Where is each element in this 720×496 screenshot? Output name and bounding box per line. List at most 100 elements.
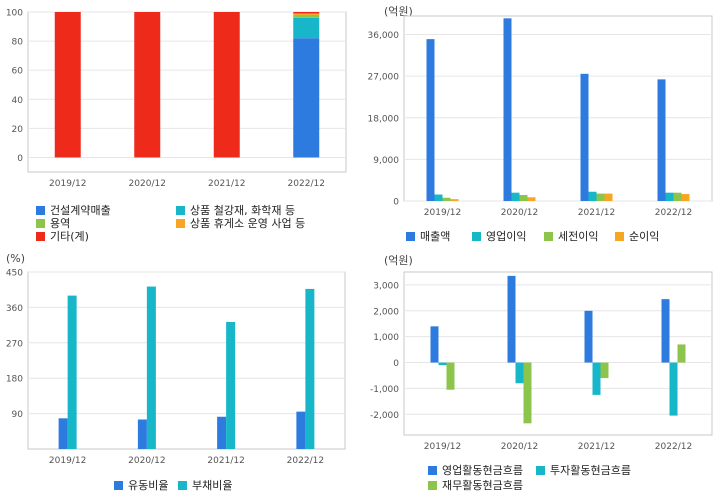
legend-label: 부채비율 [192,479,233,492]
legend-item[interactable]: 건설계약매출 [36,202,111,218]
x-tick-label: 2020/12 [501,442,538,452]
x-tick-label: 2021/12 [208,179,245,189]
legend-label: 상품 휴게소 운영 사업 등 [190,217,306,230]
bar [67,295,77,449]
bar [434,194,443,201]
bar [226,321,236,449]
bar [293,12,320,14]
y-tick-label: 360 [6,304,23,314]
bar [600,362,609,379]
y-tick-label: 27,000 [368,73,400,83]
bar [519,194,528,201]
legend-item[interactable]: 기타(계) [36,228,89,244]
y-tick-label: 450 [6,269,23,279]
plot-frame [403,271,713,436]
sales-mix-chart: 0 20 40 60 80 100 2019/12 2020/12 2021/12 2022/12 [6,9,347,189]
bar [134,12,161,158]
cashflow-legend: 영업활동현금흐름 투자활동현금흐름 재무활동현금흐름 [360,460,720,494]
x-tick-label: 2022/12 [287,456,324,466]
bar [217,416,227,449]
bar [293,38,320,158]
legend-item[interactable]: 투자활동현금흐름 [536,462,631,478]
bar [137,419,147,449]
ratios-chart: 90 180 270 360 450 2019/12 2020/12 2021/12 2022/… [6,269,346,466]
ratios-unit-label: (%) [6,252,26,265]
cashflow-chart: -2,000 -1,000 0 1,000 2,000 3,000 2019/12 2020/… [370,271,713,452]
legend-swatch [536,466,545,475]
x-tick-label: 2021/12 [207,456,244,466]
bar [426,39,435,201]
legend-item[interactable]: 매출액 [406,228,450,244]
bar [146,286,156,449]
legend-label: 용역 [50,217,71,230]
x-tick-label: 2021/12 [578,208,615,218]
ratios-legend: 유동비율 부채비율 [0,476,360,494]
legend-swatch [178,481,187,490]
x-tick-label: 2022/12 [655,208,692,218]
income-unit-label: (억원) [384,5,413,18]
y-tick-label: 60 [12,67,24,77]
legend-swatch [406,232,415,241]
bar [438,362,447,366]
bar [596,193,605,201]
bar [296,411,306,449]
legend-swatch [36,232,45,241]
x-tick-label: 2020/12 [129,179,166,189]
bar [213,12,240,158]
bar [58,418,68,449]
legend-item[interactable]: 세전이익 [544,228,598,244]
x-tick-label: 2021/12 [578,442,615,452]
legend-label: 기타(계) [50,230,89,243]
legend-item[interactable]: 재무활동현금흐름 [428,477,523,493]
legend-swatch [176,206,185,215]
plot-frame [27,11,347,173]
legend-item[interactable]: 부채비율 [178,477,232,493]
legend-swatch [176,219,185,228]
y-tick-label: 40 [12,96,24,106]
y-tick-label: 36,000 [368,31,400,41]
y-tick-label: -2,000 [370,411,399,421]
bar [681,194,690,201]
bar [673,192,682,201]
legend-label: 상품 철강재, 화학재 등 [190,204,296,217]
bar [54,12,81,158]
bar [580,73,589,201]
bar [446,362,455,390]
income-legend: 매출액 영업이익 세전이익 순이익 [360,226,720,244]
legend-item[interactable]: 유동비율 [114,477,168,493]
bar [661,299,670,363]
bar [305,288,315,449]
x-tick-label: 2022/12 [655,442,692,452]
legend-swatch [544,232,553,241]
bar [604,193,613,201]
legend-item[interactable]: 상품 휴게소 운영 사업 등 [176,215,305,231]
y-tick-label: 3,000 [373,281,399,291]
y-tick-label: 2,000 [373,307,399,317]
bar [592,362,601,395]
bar [523,362,532,424]
plot-frame [27,271,346,450]
bar [677,344,686,363]
legend-item[interactable]: 영업이익 [472,228,526,244]
bar [515,362,524,384]
income-chart: 0 9,000 18,000 27,000 36,000 2019/12 2020/12 20… [368,15,713,218]
legend-swatch [428,481,437,490]
y-tick-label: 270 [6,339,23,349]
x-tick-label: 2019/12 [424,442,461,452]
bar [293,13,320,15]
bar [665,192,674,201]
y-tick-label: 180 [6,375,23,385]
bar [450,199,459,201]
legend-label: 건설계약매출 [50,204,111,217]
bar [588,191,597,201]
sales-mix-legend: 건설계약매출 상품 철강재, 화학재 등 용역 상품 휴게소 운영 사업 등 기… [0,200,360,248]
bar [430,326,439,363]
legend-item[interactable]: 영업활동현금흐름 [428,462,523,478]
legend-item[interactable]: 용역 [36,215,70,231]
legend-label: 유동비율 [128,479,169,492]
legend-label: 영업이익 [486,230,527,243]
legend-item[interactable]: 순이익 [615,228,659,244]
legend-swatch [36,206,45,215]
legend-item[interactable]: 상품 철강재, 화학재 등 [176,202,295,218]
y-tick-label: 0 [393,359,399,369]
